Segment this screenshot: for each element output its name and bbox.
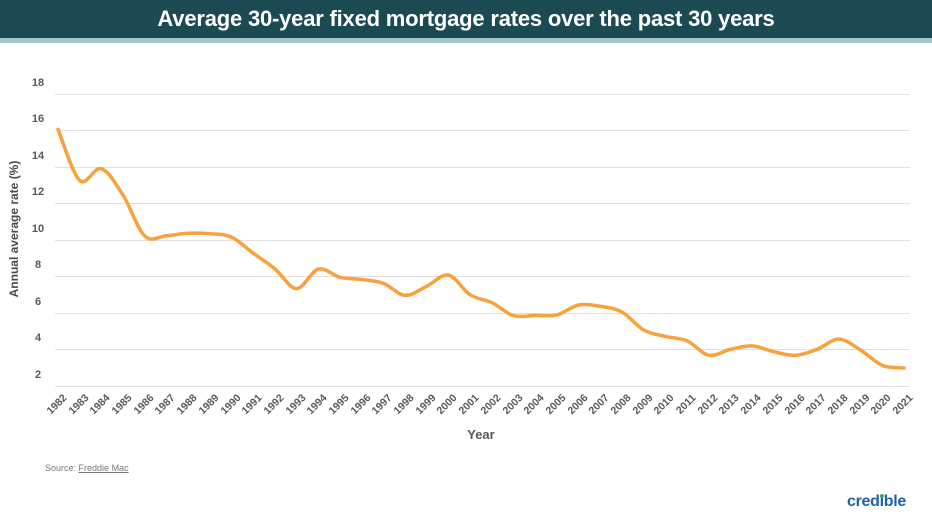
gridline-10 [55, 239, 910, 241]
gridline-14 [55, 166, 910, 168]
x-tick-label-1984: 1984 [87, 392, 113, 418]
x-tick-label-2017: 2017 [803, 392, 829, 418]
x-tick-label-1983: 1983 [66, 392, 92, 418]
x-tick-label-2016: 2016 [782, 392, 808, 418]
x-tick-label-1996: 1996 [348, 392, 374, 418]
logo-green-dot-icon [879, 494, 884, 498]
x-tick-label-2019: 2019 [847, 392, 873, 418]
x-tick-label-1987: 1987 [152, 392, 178, 418]
gridline-2 [55, 385, 910, 387]
x-tick-label-2007: 2007 [586, 392, 612, 418]
y-tick-label-12: 12 [31, 186, 45, 198]
y-tick-label-2: 2 [34, 368, 42, 381]
x-tick-label-2014: 2014 [738, 392, 764, 418]
x-tick-label-1998: 1998 [391, 392, 417, 418]
chart-title-bar: Average 30-year fixed mortgage rates ove… [0, 0, 932, 38]
source-link[interactable]: Freddie Mac [78, 463, 129, 473]
x-tick-label-1994: 1994 [304, 392, 330, 418]
mortgage-rate-line [56, 127, 906, 370]
y-tick-label-10: 10 [31, 222, 45, 235]
source-label: Source: [45, 463, 77, 473]
y-tick-label-18: 18 [31, 76, 45, 89]
gridline-18 [55, 93, 910, 95]
x-tick-label-1986: 1986 [131, 392, 157, 418]
y-tick-label-4: 4 [34, 332, 42, 344]
x-tick-label-1989: 1989 [196, 392, 222, 418]
header-accent-strip [0, 38, 932, 43]
x-tick-label-2008: 2008 [608, 392, 634, 418]
x-tick-label-2020: 2020 [868, 392, 894, 418]
x-tick-label-2000: 2000 [434, 392, 460, 418]
chart-title: Average 30-year fixed mortgage rates ove… [157, 6, 775, 31]
gridline-6 [55, 312, 910, 314]
x-tick-label-2013: 2013 [716, 392, 742, 418]
x-tick-label-1990: 1990 [218, 392, 244, 418]
x-tick-label-2006: 2006 [565, 392, 591, 418]
x-tick-label-1995: 1995 [326, 392, 352, 418]
x-tick-label-1982: 1982 [44, 392, 70, 418]
x-tick-label-1991: 1991 [239, 392, 265, 418]
x-tick-label-1985: 1985 [109, 392, 135, 418]
x-tick-label-1993: 1993 [283, 392, 309, 418]
x-tick-label-1997: 1997 [369, 392, 395, 418]
x-tick-label-2001: 2001 [456, 392, 482, 418]
logo-letter-i: ı [879, 493, 884, 510]
gridline-4 [55, 349, 910, 350]
x-tick-label-2002: 2002 [478, 392, 504, 418]
gridline-12 [55, 203, 910, 204]
y-tick-label-8: 8 [34, 259, 42, 271]
x-tick-label-2005: 2005 [543, 392, 569, 418]
gridline-16 [55, 130, 910, 131]
gridline-8 [55, 276, 910, 277]
y-tick-label-16: 16 [31, 113, 45, 125]
y-tick-label-6: 6 [34, 295, 42, 308]
x-tick-label-2021: 2021 [890, 392, 916, 418]
x-tick-label-2010: 2010 [651, 392, 677, 418]
credible-logo: credı ble [847, 493, 906, 510]
x-tick-label-2003: 2003 [500, 392, 526, 418]
x-axis-title: Year [467, 427, 495, 442]
x-tick-label-2009: 2009 [630, 392, 656, 418]
source-attribution: Source: Freddie Mac [45, 463, 129, 473]
x-tick-label-2015: 2015 [760, 392, 786, 418]
y-tick-label-14: 14 [31, 149, 45, 162]
x-tick-label-1992: 1992 [261, 392, 287, 418]
x-tick-label-2012: 2012 [695, 392, 721, 418]
x-tick-label-2011: 2011 [673, 392, 699, 417]
x-tick-label-2018: 2018 [825, 392, 851, 418]
x-tick-label-2004: 2004 [521, 392, 547, 418]
x-tick-label-1999: 1999 [413, 392, 439, 418]
x-tick-label-1988: 1988 [174, 392, 200, 418]
